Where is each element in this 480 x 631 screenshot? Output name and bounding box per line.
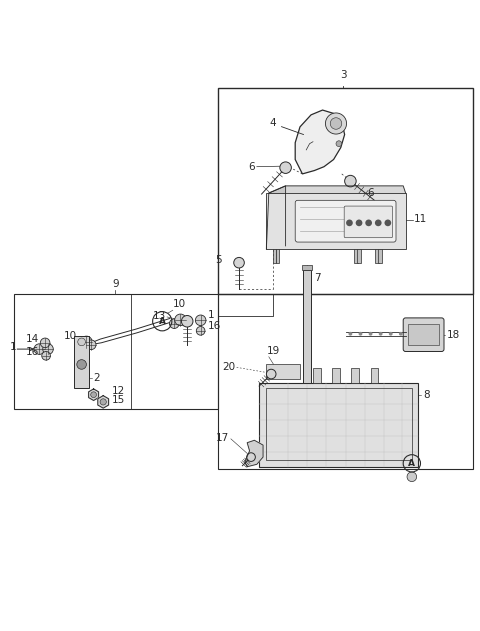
Circle shape — [81, 336, 92, 348]
Text: 3: 3 — [340, 70, 347, 80]
Circle shape — [389, 332, 393, 336]
Circle shape — [336, 141, 342, 146]
FancyBboxPatch shape — [295, 200, 396, 242]
Circle shape — [91, 392, 96, 398]
Bar — [259, 382, 418, 467]
Text: 1: 1 — [10, 342, 16, 351]
Text: 6: 6 — [367, 188, 374, 198]
Text: 1: 1 — [208, 310, 215, 321]
Circle shape — [359, 332, 362, 336]
Bar — [218, 294, 473, 469]
Text: 11: 11 — [414, 215, 428, 225]
Circle shape — [399, 332, 403, 336]
Circle shape — [356, 220, 362, 227]
Circle shape — [42, 351, 50, 360]
Circle shape — [234, 257, 244, 268]
Bar — [276, 249, 279, 262]
Bar — [371, 369, 378, 382]
Circle shape — [365, 220, 372, 227]
Polygon shape — [89, 389, 98, 401]
Bar — [303, 270, 311, 382]
Bar — [266, 193, 406, 249]
Text: 18: 18 — [447, 330, 460, 339]
Text: 16: 16 — [26, 348, 39, 357]
Bar — [332, 369, 340, 382]
Bar — [408, 324, 439, 345]
Circle shape — [346, 220, 353, 227]
Circle shape — [100, 399, 107, 405]
Bar — [378, 249, 382, 262]
Circle shape — [86, 340, 96, 350]
Circle shape — [34, 344, 45, 355]
Text: 2: 2 — [94, 373, 100, 383]
Circle shape — [77, 360, 86, 369]
Polygon shape — [269, 186, 406, 193]
Bar — [273, 249, 276, 262]
Text: 6: 6 — [248, 162, 254, 172]
Text: 10: 10 — [64, 331, 77, 341]
Bar — [218, 88, 473, 294]
Circle shape — [40, 338, 50, 348]
Circle shape — [181, 316, 193, 327]
Polygon shape — [245, 440, 263, 467]
Text: 5: 5 — [215, 256, 222, 265]
Circle shape — [369, 332, 372, 336]
Bar — [14, 294, 218, 409]
Text: A: A — [159, 317, 166, 326]
Polygon shape — [98, 396, 108, 408]
Circle shape — [379, 332, 383, 336]
Text: A: A — [408, 459, 415, 468]
Text: 13: 13 — [152, 312, 166, 321]
Circle shape — [43, 344, 53, 355]
Circle shape — [407, 472, 417, 481]
Bar — [302, 265, 312, 270]
Bar — [354, 249, 358, 262]
Circle shape — [280, 162, 291, 174]
Text: 16: 16 — [208, 321, 221, 331]
Circle shape — [345, 175, 356, 187]
Circle shape — [175, 314, 186, 326]
Circle shape — [196, 326, 205, 335]
Text: 10: 10 — [173, 299, 186, 309]
Bar — [375, 249, 379, 262]
Bar — [74, 336, 89, 389]
Bar — [357, 249, 361, 262]
Circle shape — [247, 453, 255, 461]
Bar — [351, 369, 359, 382]
Bar — [313, 369, 321, 382]
FancyBboxPatch shape — [344, 206, 393, 238]
FancyBboxPatch shape — [403, 318, 444, 351]
Text: 19: 19 — [266, 346, 280, 356]
Text: 17: 17 — [216, 433, 229, 444]
Text: 12: 12 — [112, 386, 125, 396]
Circle shape — [348, 332, 352, 336]
Circle shape — [325, 113, 347, 134]
Text: 14: 14 — [26, 334, 39, 345]
Circle shape — [78, 338, 85, 346]
Polygon shape — [295, 110, 345, 174]
Bar — [266, 365, 300, 379]
Circle shape — [169, 319, 179, 329]
Polygon shape — [266, 186, 286, 249]
Text: 8: 8 — [423, 390, 430, 399]
Circle shape — [384, 220, 391, 227]
Text: 4: 4 — [269, 119, 304, 134]
Circle shape — [266, 369, 276, 379]
Text: 7: 7 — [314, 273, 321, 283]
Bar — [266, 389, 412, 461]
Text: 9: 9 — [112, 279, 119, 289]
Text: 20: 20 — [222, 362, 235, 372]
Text: 15: 15 — [112, 396, 125, 406]
Circle shape — [330, 118, 342, 129]
Circle shape — [375, 220, 382, 227]
Circle shape — [195, 315, 206, 326]
